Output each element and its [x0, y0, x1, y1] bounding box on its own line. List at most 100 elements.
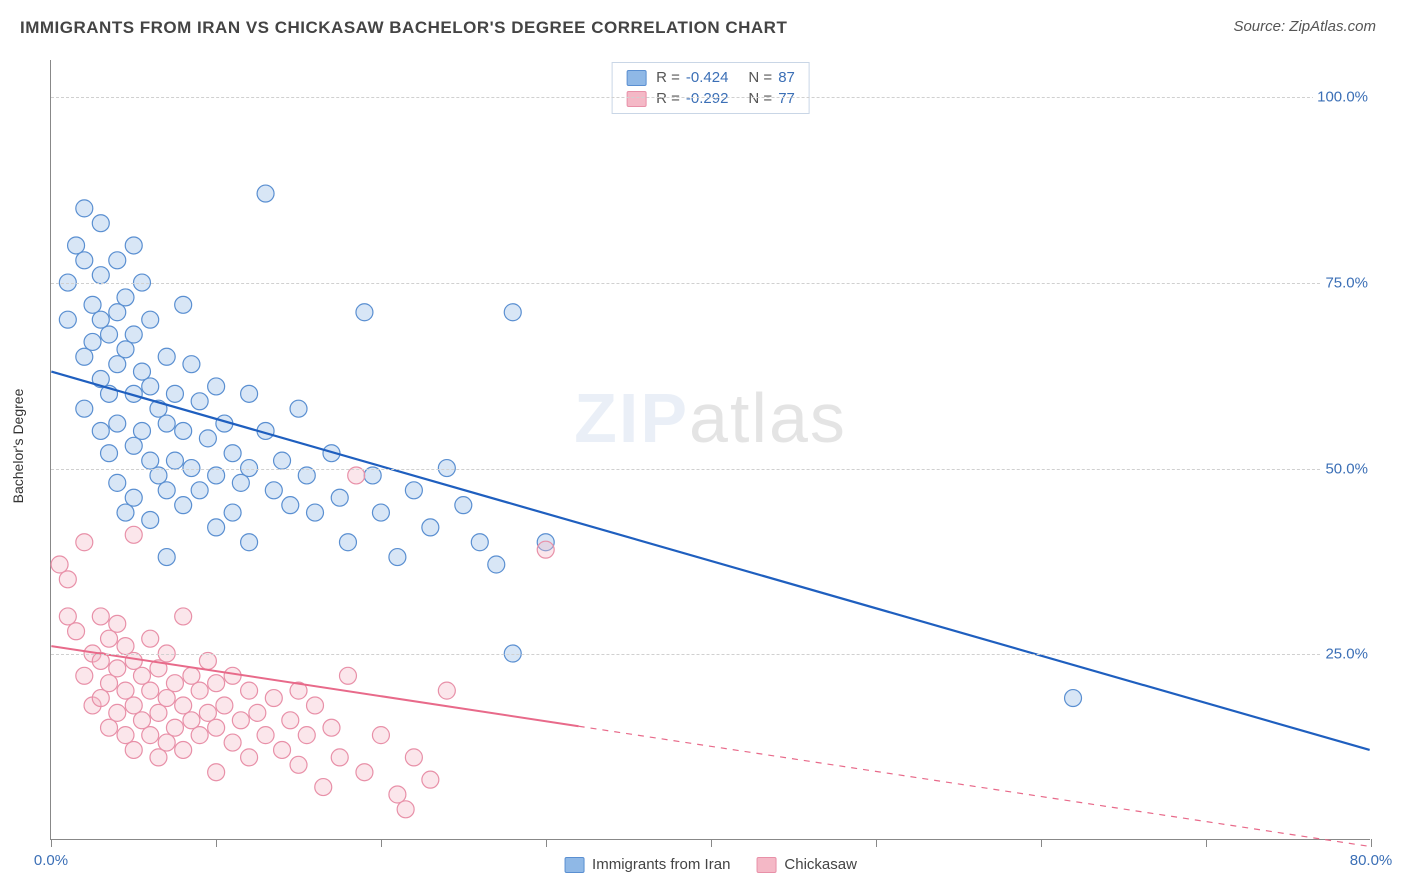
data-point [175, 497, 192, 514]
data-point [158, 415, 175, 432]
data-point [150, 704, 167, 721]
data-point [92, 422, 109, 439]
data-point [101, 326, 118, 343]
data-point [92, 608, 109, 625]
data-point [125, 741, 142, 758]
data-point [142, 311, 159, 328]
trend-line-dashed [579, 726, 1370, 846]
data-point [175, 422, 192, 439]
data-point [208, 378, 225, 395]
data-point [315, 779, 332, 796]
data-point [298, 727, 315, 744]
data-point [504, 304, 521, 321]
data-point [356, 764, 373, 781]
x-tick [546, 839, 547, 847]
data-point [142, 682, 159, 699]
data-point [142, 378, 159, 395]
data-point [372, 727, 389, 744]
data-point [265, 482, 282, 499]
data-point [249, 704, 266, 721]
x-tick [876, 839, 877, 847]
data-point [76, 534, 93, 551]
data-point [84, 333, 101, 350]
data-point [109, 704, 126, 721]
legend-label-chickasaw: Chickasaw [784, 856, 857, 873]
data-point [216, 697, 233, 714]
data-point [109, 356, 126, 373]
data-point [307, 697, 324, 714]
data-point [224, 504, 241, 521]
data-point [133, 422, 150, 439]
data-point [68, 623, 85, 640]
data-point [274, 741, 291, 758]
data-point [438, 682, 455, 699]
y-tick-label: 25.0% [1321, 646, 1372, 663]
data-point [208, 719, 225, 736]
data-point [125, 326, 142, 343]
data-point [241, 749, 258, 766]
data-point [84, 296, 101, 313]
data-point [158, 549, 175, 566]
data-point [51, 556, 68, 573]
data-point [158, 690, 175, 707]
data-point [208, 675, 225, 692]
data-point [208, 764, 225, 781]
gridline [51, 283, 1370, 284]
data-point [199, 704, 216, 721]
x-tick [1206, 839, 1207, 847]
data-point [125, 437, 142, 454]
scatter-svg [51, 60, 1370, 839]
data-point [290, 756, 307, 773]
data-point [191, 393, 208, 410]
y-tick-label: 50.0% [1321, 460, 1372, 477]
data-point [224, 734, 241, 751]
data-point [59, 311, 76, 328]
data-point [282, 712, 299, 729]
x-tick-label: 0.0% [34, 852, 68, 869]
data-point [232, 712, 249, 729]
data-point [166, 452, 183, 469]
x-tick [1371, 839, 1372, 847]
data-point [199, 430, 216, 447]
x-tick [711, 839, 712, 847]
x-tick [381, 839, 382, 847]
data-point [488, 556, 505, 573]
y-tick-label: 100.0% [1313, 89, 1372, 106]
data-point [265, 690, 282, 707]
data-point [257, 185, 274, 202]
data-point [133, 712, 150, 729]
data-point [59, 608, 76, 625]
data-point [455, 497, 472, 514]
data-point [117, 504, 134, 521]
data-point [257, 727, 274, 744]
data-point [92, 311, 109, 328]
legend-item-chickasaw: Chickasaw [756, 856, 857, 873]
plot-area: ZIPatlas R = -0.424 N = 87 R = -0.292 N … [50, 60, 1370, 840]
data-point [405, 749, 422, 766]
gridline [51, 469, 1370, 470]
data-point [191, 727, 208, 744]
data-point [175, 296, 192, 313]
data-point [92, 215, 109, 232]
data-point [76, 667, 93, 684]
data-point [101, 445, 118, 462]
data-point [282, 497, 299, 514]
x-tick [216, 839, 217, 847]
data-point [241, 682, 258, 699]
data-point [158, 482, 175, 499]
legend-item-iran: Immigrants from Iran [564, 856, 730, 873]
data-point [158, 348, 175, 365]
data-point [241, 534, 258, 551]
legend-label-iran: Immigrants from Iran [592, 856, 730, 873]
data-point [331, 489, 348, 506]
data-point [397, 801, 414, 818]
data-point [274, 452, 291, 469]
data-point [323, 719, 340, 736]
data-point [166, 385, 183, 402]
data-point [125, 489, 142, 506]
data-point [76, 400, 93, 417]
data-point [117, 682, 134, 699]
data-point [92, 690, 109, 707]
data-point [133, 363, 150, 380]
data-point [422, 519, 439, 536]
